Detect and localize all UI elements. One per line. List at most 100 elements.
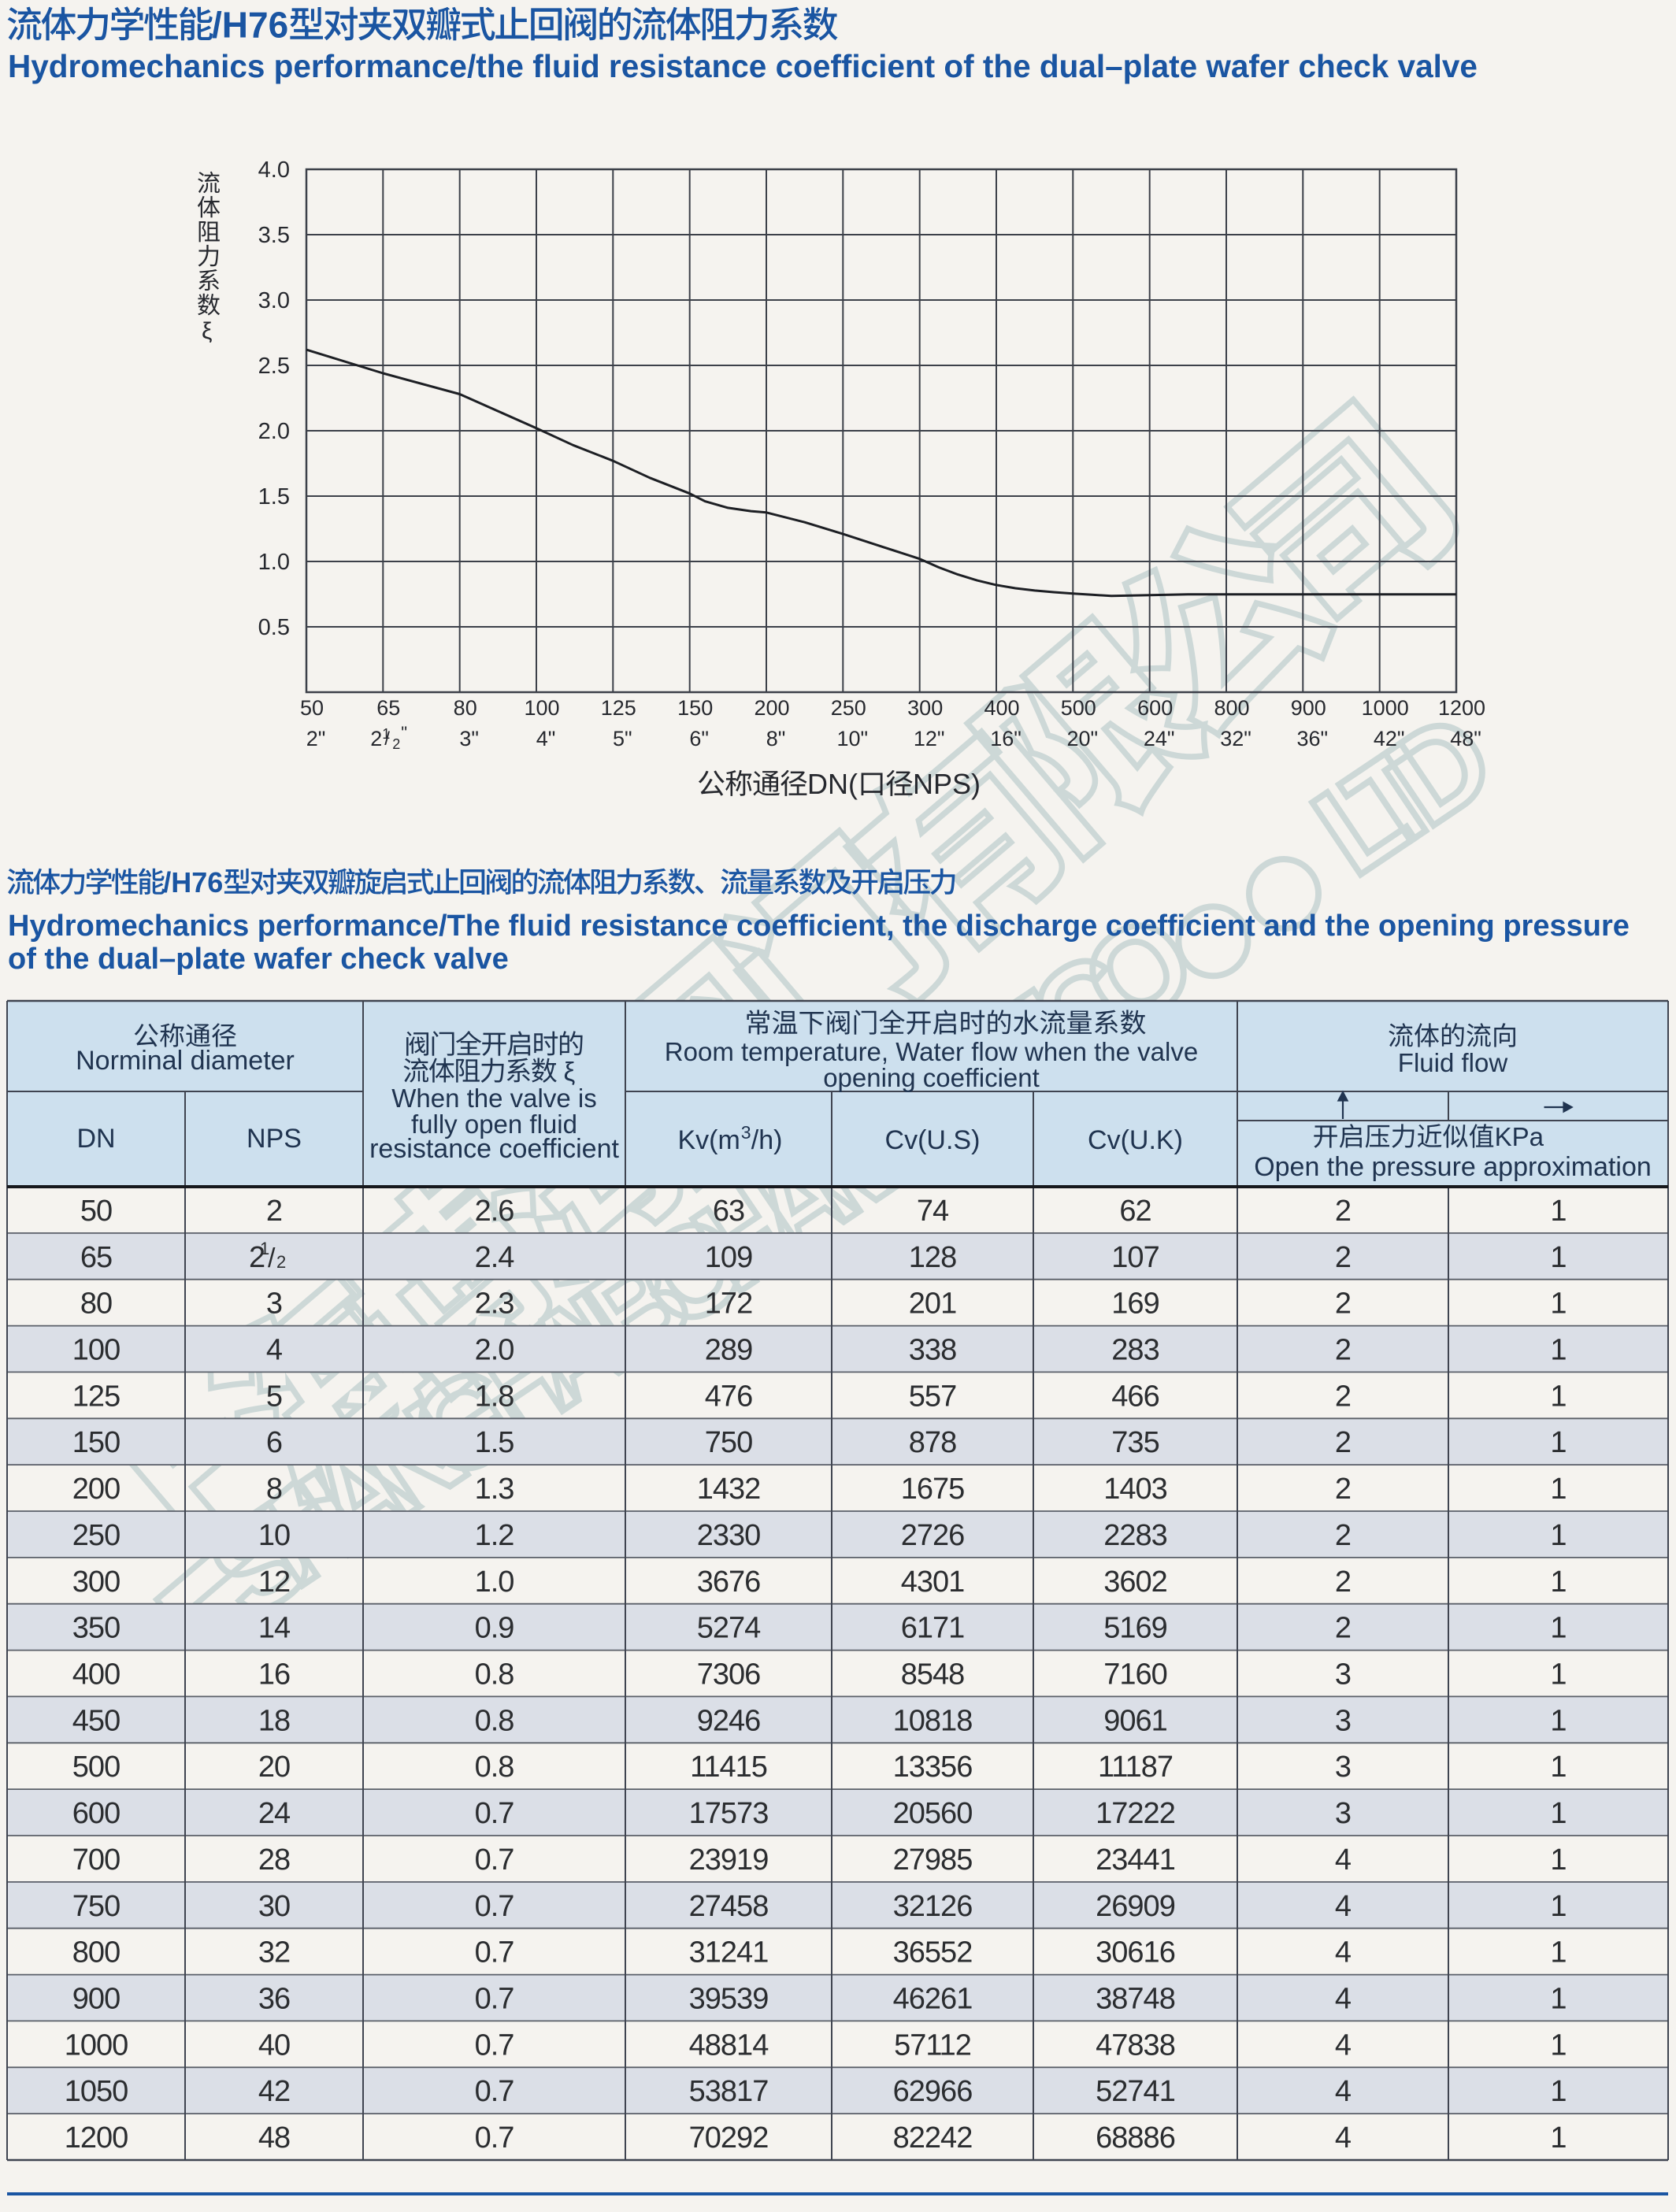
svg-text:11415: 11415 (690, 1751, 767, 1784)
svg-text:1.8: 1.8 (475, 1380, 514, 1413)
svg-text:2.0: 2.0 (475, 1334, 514, 1367)
svg-text:4: 4 (1335, 2075, 1352, 2108)
svg-text:1000: 1000 (65, 2029, 128, 2062)
svg-text:300: 300 (907, 696, 943, 720)
svg-text:250: 250 (72, 1519, 120, 1552)
svg-text:450: 450 (72, 1704, 120, 1737)
svg-text:Room temperature, Water flow w: Room temperature, Water flow when the va… (665, 1037, 1198, 1066)
svg-text:0.8: 0.8 (475, 1704, 514, 1737)
svg-text:400: 400 (72, 1658, 120, 1691)
svg-text:107: 107 (1111, 1241, 1159, 1274)
svg-text:0.7: 0.7 (475, 1936, 514, 1969)
svg-text:150: 150 (72, 1426, 120, 1459)
svg-text:2: 2 (266, 1195, 282, 1228)
svg-text:1000: 1000 (1362, 696, 1409, 720)
svg-text:338: 338 (909, 1334, 956, 1367)
svg-text:3: 3 (1335, 1704, 1351, 1737)
svg-text:6: 6 (266, 1426, 282, 1459)
svg-text:3: 3 (741, 1122, 751, 1143)
svg-text:2.4: 2.4 (475, 1241, 515, 1274)
svg-text:57112: 57112 (894, 2029, 971, 2062)
svg-text:36552: 36552 (893, 1936, 973, 1969)
svg-text:4: 4 (1335, 1843, 1352, 1877)
svg-text:2: 2 (249, 1241, 265, 1274)
svg-text:2283: 2283 (1103, 1519, 1167, 1552)
svg-text:9061: 9061 (1103, 1704, 1167, 1737)
svg-text:2.0: 2.0 (258, 419, 290, 444)
svg-text:16": 16" (990, 727, 1022, 750)
svg-text:1.2: 1.2 (475, 1519, 514, 1552)
svg-text:50: 50 (80, 1195, 112, 1228)
svg-text:3: 3 (1335, 1658, 1351, 1691)
svg-text:4: 4 (1335, 1936, 1352, 1969)
svg-text:7160: 7160 (1103, 1658, 1167, 1691)
svg-text:3: 3 (266, 1288, 282, 1321)
svg-text:109: 109 (705, 1241, 752, 1274)
svg-text:11187: 11187 (1098, 1751, 1173, 1784)
svg-text:68886: 68886 (1096, 2121, 1175, 2155)
svg-text:opening coefficient: opening coefficient (823, 1063, 1040, 1092)
svg-text:1432: 1432 (697, 1473, 761, 1506)
svg-text:30: 30 (258, 1890, 290, 1923)
svg-text:2: 2 (1335, 1195, 1351, 1228)
svg-text:0.8: 0.8 (475, 1751, 514, 1784)
svg-text:1: 1 (1550, 1565, 1566, 1599)
svg-text:8548: 8548 (901, 1658, 965, 1691)
svg-text:4: 4 (1335, 1983, 1352, 2016)
svg-text:12": 12" (914, 727, 945, 750)
svg-text:Kv(m: Kv(m (678, 1125, 740, 1155)
svg-text:600: 600 (72, 1797, 120, 1830)
svg-text:/h): /h) (751, 1125, 783, 1155)
svg-text:16: 16 (258, 1658, 290, 1691)
svg-text:400: 400 (984, 696, 1019, 720)
svg-text:200: 200 (754, 696, 789, 720)
svg-text:24: 24 (258, 1797, 291, 1830)
svg-text:1200: 1200 (1438, 696, 1485, 720)
svg-text:When the valve is: When the valve is (391, 1084, 596, 1113)
svg-text:289: 289 (705, 1334, 752, 1367)
svg-text:172: 172 (705, 1288, 752, 1321)
svg-text:Hydromechanics performance/the: Hydromechanics performance/the fluid res… (8, 48, 1478, 84)
svg-text:2: 2 (1335, 1473, 1351, 1506)
svg-text:63: 63 (713, 1195, 744, 1228)
svg-text:2: 2 (370, 727, 382, 750)
svg-text:48": 48" (1450, 727, 1481, 750)
svg-text:125: 125 (72, 1380, 120, 1413)
svg-text:42: 42 (258, 2075, 290, 2108)
svg-text:53817: 53817 (689, 2075, 769, 2108)
svg-text:735: 735 (1111, 1426, 1159, 1459)
svg-text:900: 900 (72, 1983, 120, 2016)
svg-text:1: 1 (1550, 1519, 1566, 1552)
svg-text:28: 28 (258, 1843, 290, 1877)
svg-text:3: 3 (1335, 1797, 1351, 1830)
svg-text:0.7: 0.7 (475, 1983, 514, 2016)
svg-text:0.9: 0.9 (475, 1612, 514, 1645)
svg-text:Cv(U.S): Cv(U.S) (885, 1125, 981, 1155)
svg-text:1403: 1403 (1103, 1473, 1167, 1506)
svg-text:62966: 62966 (893, 2075, 973, 2108)
svg-text:42": 42" (1374, 727, 1405, 750)
svg-text:1: 1 (1550, 1658, 1566, 1691)
svg-text:Fluid flow: Fluid flow (1398, 1048, 1508, 1077)
svg-text:2: 2 (1335, 1426, 1351, 1459)
svg-text:Cv(U.K): Cv(U.K) (1088, 1125, 1183, 1155)
svg-text:4: 4 (1335, 2121, 1352, 2155)
svg-text:900: 900 (1291, 696, 1326, 720)
svg-text:4: 4 (266, 1334, 283, 1367)
svg-text:600: 600 (1137, 696, 1173, 720)
svg-text:1.3: 1.3 (475, 1473, 514, 1506)
svg-text:/: / (268, 1243, 276, 1273)
svg-text:39539: 39539 (689, 1983, 769, 2016)
svg-text:1: 1 (1550, 2075, 1566, 2108)
svg-text:2.3: 2.3 (475, 1288, 514, 1321)
svg-text:1: 1 (1550, 1334, 1566, 1367)
svg-text:557: 557 (909, 1380, 956, 1413)
svg-text:2: 2 (1335, 1241, 1351, 1274)
svg-text:10818: 10818 (893, 1704, 973, 1737)
svg-text:2.5: 2.5 (258, 354, 290, 379)
svg-text:150: 150 (677, 696, 713, 720)
svg-text:3676: 3676 (697, 1565, 761, 1599)
svg-text:65: 65 (376, 696, 400, 720)
svg-text:2: 2 (276, 1252, 286, 1272)
svg-text:/: / (384, 728, 390, 750)
